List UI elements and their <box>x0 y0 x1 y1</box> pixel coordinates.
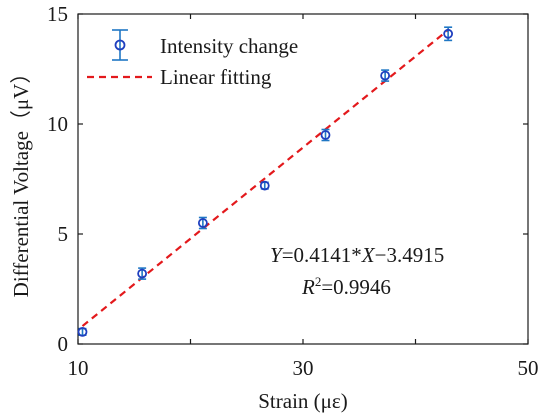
x-tick-label: 10 <box>68 356 89 380</box>
point-marker <box>197 218 208 228</box>
legend: Intensity change Linear fitting <box>87 29 298 89</box>
legend-label-linear-fitting: Linear fitting <box>160 65 272 89</box>
x-tick-label: 30 <box>293 356 314 380</box>
point-marker <box>380 70 391 81</box>
data-point <box>320 128 331 142</box>
x-tick-label: 50 <box>518 356 539 380</box>
r-squared: R2=0.9946 <box>301 274 391 299</box>
y-tick-label: 5 <box>58 222 69 246</box>
data-points <box>77 26 454 337</box>
point-marker <box>77 326 88 337</box>
point-marker <box>320 130 331 140</box>
y-tick-label: 10 <box>47 112 68 136</box>
data-point <box>443 26 454 42</box>
legend-label-intensity-change: Intensity change <box>160 34 298 58</box>
y-axis-title: Differential Voltage（μV） <box>9 63 33 298</box>
y-tick-label: 0 <box>58 332 69 356</box>
data-point <box>77 326 88 337</box>
legend-marker-intensity-change <box>112 29 128 61</box>
point-marker <box>443 28 454 39</box>
x-axis-ticks: 10 30 50 <box>68 14 539 380</box>
fit-equation: Y=0.4141*X−3.4915 <box>270 243 444 267</box>
x-axis-title: Strain (με) <box>258 389 347 413</box>
y-axis-ticks: 0 5 10 15 <box>47 2 528 356</box>
data-point <box>137 267 148 280</box>
data-point <box>197 216 208 230</box>
y-tick-label: 15 <box>47 2 68 26</box>
point-marker <box>137 268 148 279</box>
data-point <box>259 180 270 191</box>
data-point <box>380 69 391 82</box>
point-marker <box>259 180 270 191</box>
